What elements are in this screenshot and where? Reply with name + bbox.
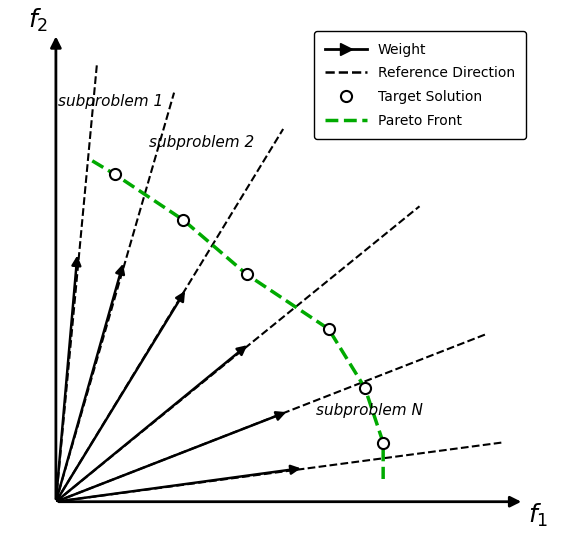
Text: subproblem N: subproblem N: [316, 403, 423, 418]
Text: subproblem 1: subproblem 1: [58, 94, 163, 109]
Text: $f_1$: $f_1$: [527, 502, 548, 529]
Legend: Weight, Reference Direction, Target Solution, Pareto Front: Weight, Reference Direction, Target Solu…: [314, 32, 526, 139]
Text: $f_2$: $f_2$: [27, 6, 48, 34]
Text: subproblem 2: subproblem 2: [149, 135, 254, 150]
